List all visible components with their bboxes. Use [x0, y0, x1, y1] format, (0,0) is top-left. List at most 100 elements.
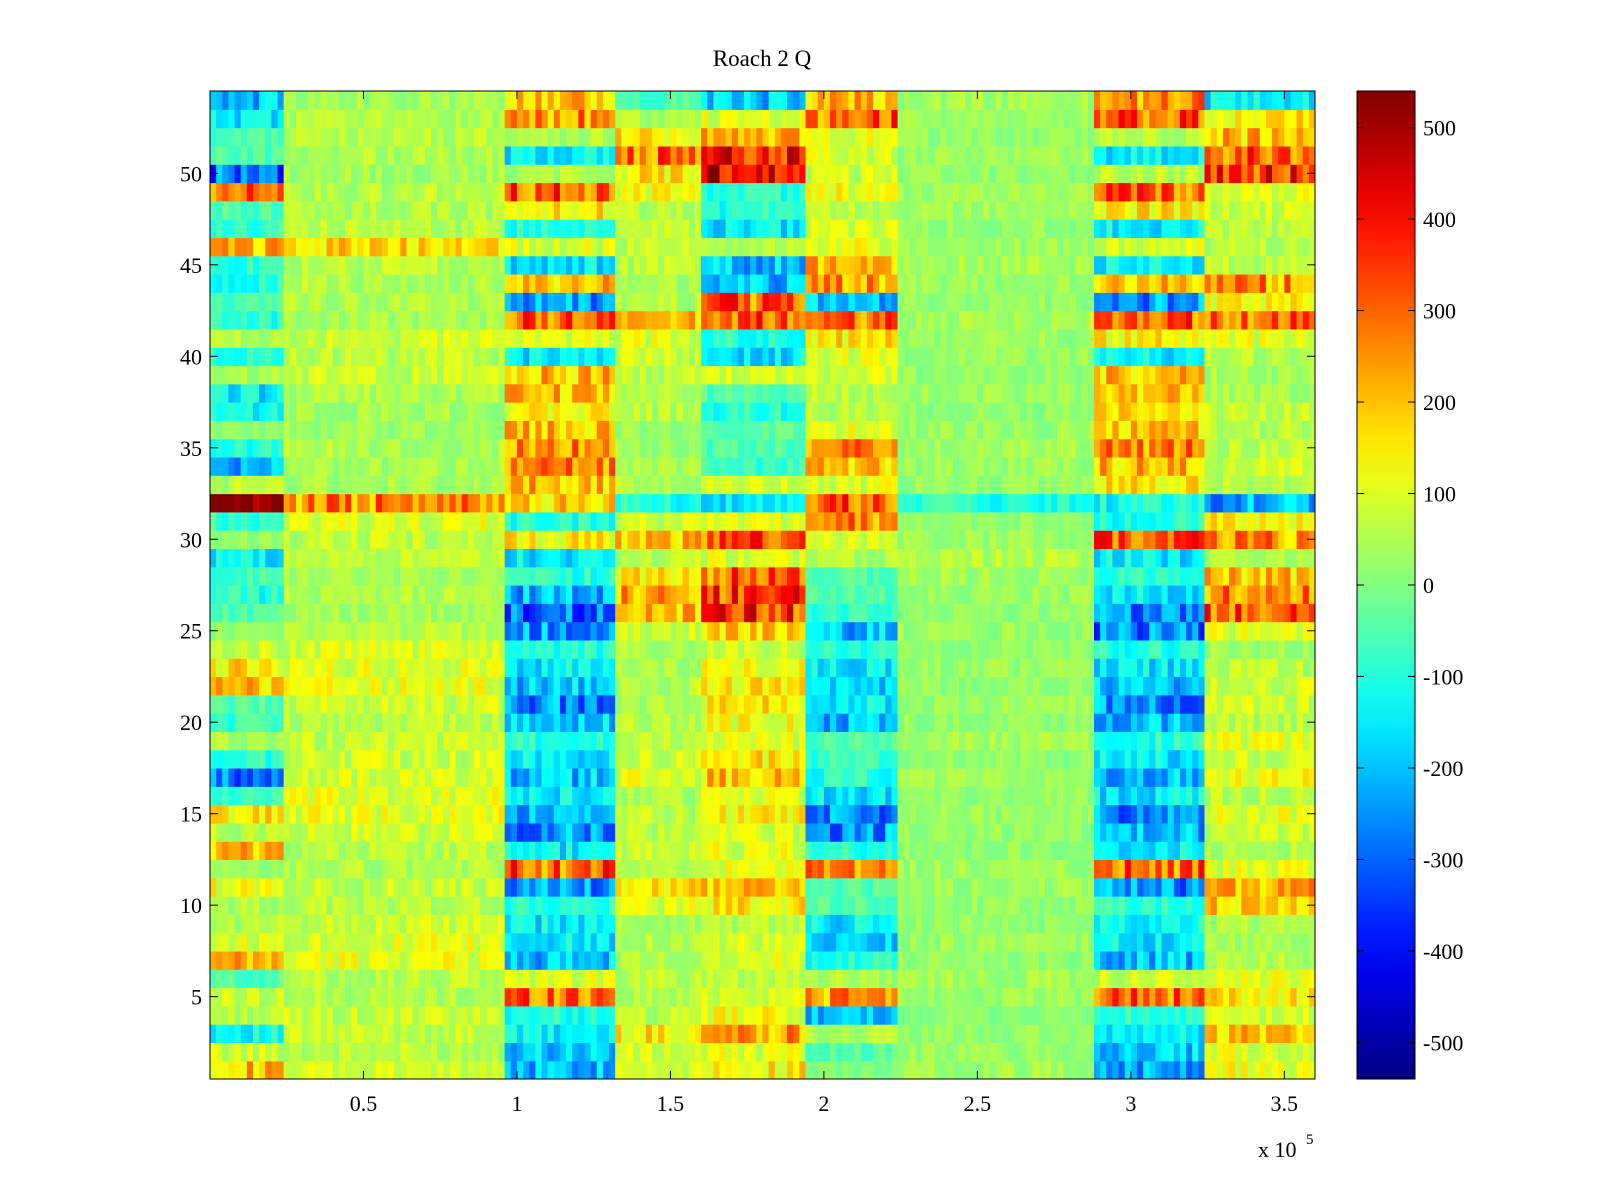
heatmap-cell: [559, 658, 567, 678]
heatmap-cell: [922, 1042, 929, 1062]
heatmap-cell: [222, 804, 230, 824]
heatmap-cell: [658, 804, 665, 824]
heatmap-cell: [424, 822, 432, 842]
heatmap-cell: [302, 1024, 309, 1044]
heatmap-cell: [559, 585, 567, 604]
heatmap-cell: [830, 585, 837, 604]
heatmap-cell: [1094, 914, 1101, 934]
heatmap-cell: [836, 1024, 843, 1044]
heatmap-cell: [1136, 877, 1144, 897]
heatmap-cell: [725, 566, 733, 586]
heatmap-cell: [774, 713, 782, 732]
heatmap-cell: [326, 786, 334, 806]
heatmap-cell: [965, 1005, 972, 1025]
heatmap-cell: [289, 1005, 297, 1025]
heatmap-cell: [375, 1060, 383, 1079]
heatmap-cell: [1087, 1005, 1095, 1025]
heatmap-cell: [848, 676, 856, 696]
heatmap-cell: [928, 804, 935, 824]
heatmap-cell: [535, 859, 543, 879]
heatmap-cell: [676, 1024, 684, 1044]
heatmap-cell: [455, 676, 463, 696]
heatmap-cell: [394, 859, 401, 879]
heatmap-cell: [1136, 841, 1144, 861]
heatmap-cell: [830, 841, 837, 861]
heatmap-cell: [351, 566, 358, 586]
heatmap-cell: [909, 676, 917, 696]
heatmap-cell: [633, 896, 641, 915]
heatmap-cell: [1229, 639, 1236, 659]
heatmap-cell: [737, 932, 745, 952]
heatmap-cell: [897, 896, 905, 915]
heatmap-cell: [394, 841, 401, 861]
heatmap-cell: [891, 969, 899, 989]
heatmap-cell: [658, 786, 665, 806]
heatmap-cell: [897, 731, 905, 751]
heatmap-cell: [694, 877, 702, 897]
heatmap-cell: [547, 713, 555, 732]
heatmap-cell: [885, 859, 893, 879]
heatmap-cell: [774, 585, 782, 604]
heatmap-cell: [793, 694, 800, 714]
heatmap-cell: [952, 1060, 960, 1079]
heatmap-cell: [639, 694, 647, 714]
heatmap-cell: [879, 658, 886, 678]
heatmap-cell: [338, 896, 346, 915]
heatmap-cell: [676, 877, 684, 897]
heatmap-cell: [1265, 585, 1273, 604]
heatmap-cell: [467, 859, 475, 879]
heatmap-cell: [952, 603, 960, 623]
heatmap-cell: [1155, 713, 1163, 732]
heatmap-cell: [995, 822, 1003, 842]
heatmap-cell: [940, 1042, 948, 1062]
heatmap-cell: [1014, 1024, 1021, 1044]
heatmap-cell: [1136, 639, 1144, 659]
heatmap-cell: [1001, 914, 1009, 934]
heatmap-cell: [897, 987, 905, 1007]
heatmap-cell: [909, 822, 917, 842]
heatmap-cell: [1179, 767, 1187, 787]
heatmap-cell: [701, 932, 708, 952]
heatmap-cell: [995, 859, 1003, 879]
heatmap-cell: [437, 603, 444, 623]
heatmap-cell: [946, 731, 954, 751]
heatmap-cell: [1155, 621, 1163, 641]
heatmap-cell: [688, 859, 696, 879]
heatmap-cell: [940, 1005, 948, 1025]
heatmap-cell: [1112, 639, 1120, 659]
heatmap-cell: [627, 877, 635, 897]
heatmap-cell: [394, 603, 401, 623]
heatmap-cell: [1210, 1060, 1218, 1079]
heatmap-cell: [885, 749, 893, 769]
heatmap-cell: [351, 987, 358, 1007]
heatmap-cell: [1198, 804, 1206, 824]
heatmap-cell: [363, 767, 371, 787]
heatmap-cell: [1253, 987, 1261, 1007]
heatmap-cell: [381, 694, 389, 714]
heatmap-cell: [915, 932, 923, 952]
heatmap-cell: [400, 877, 408, 897]
heatmap-cell: [1112, 621, 1120, 641]
heatmap-cell: [1130, 950, 1138, 970]
heatmap-cell: [228, 767, 236, 787]
heatmap-cell: [1155, 859, 1163, 879]
heatmap-cell: [1075, 694, 1083, 714]
heatmap-cell: [210, 603, 217, 623]
heatmap-cell: [1296, 859, 1304, 879]
heatmap-cell: [1173, 694, 1181, 714]
heatmap-cell: [504, 621, 512, 641]
heatmap-cell: [1296, 585, 1304, 604]
heatmap-cell: [885, 603, 893, 623]
heatmap-cell: [1020, 877, 1028, 897]
heatmap-cell: [1112, 822, 1120, 842]
heatmap-cell: [510, 1042, 518, 1062]
heatmap-cell: [922, 731, 929, 751]
heatmap-cell: [780, 658, 788, 678]
heatmap-cell: [271, 841, 279, 861]
heatmap-cell: [375, 969, 383, 989]
heatmap-cell: [903, 932, 911, 952]
heatmap-cell: [424, 767, 432, 787]
heatmap-cell: [1008, 658, 1015, 678]
heatmap-cell: [1057, 841, 1064, 861]
heatmap-cell: [394, 1005, 401, 1025]
